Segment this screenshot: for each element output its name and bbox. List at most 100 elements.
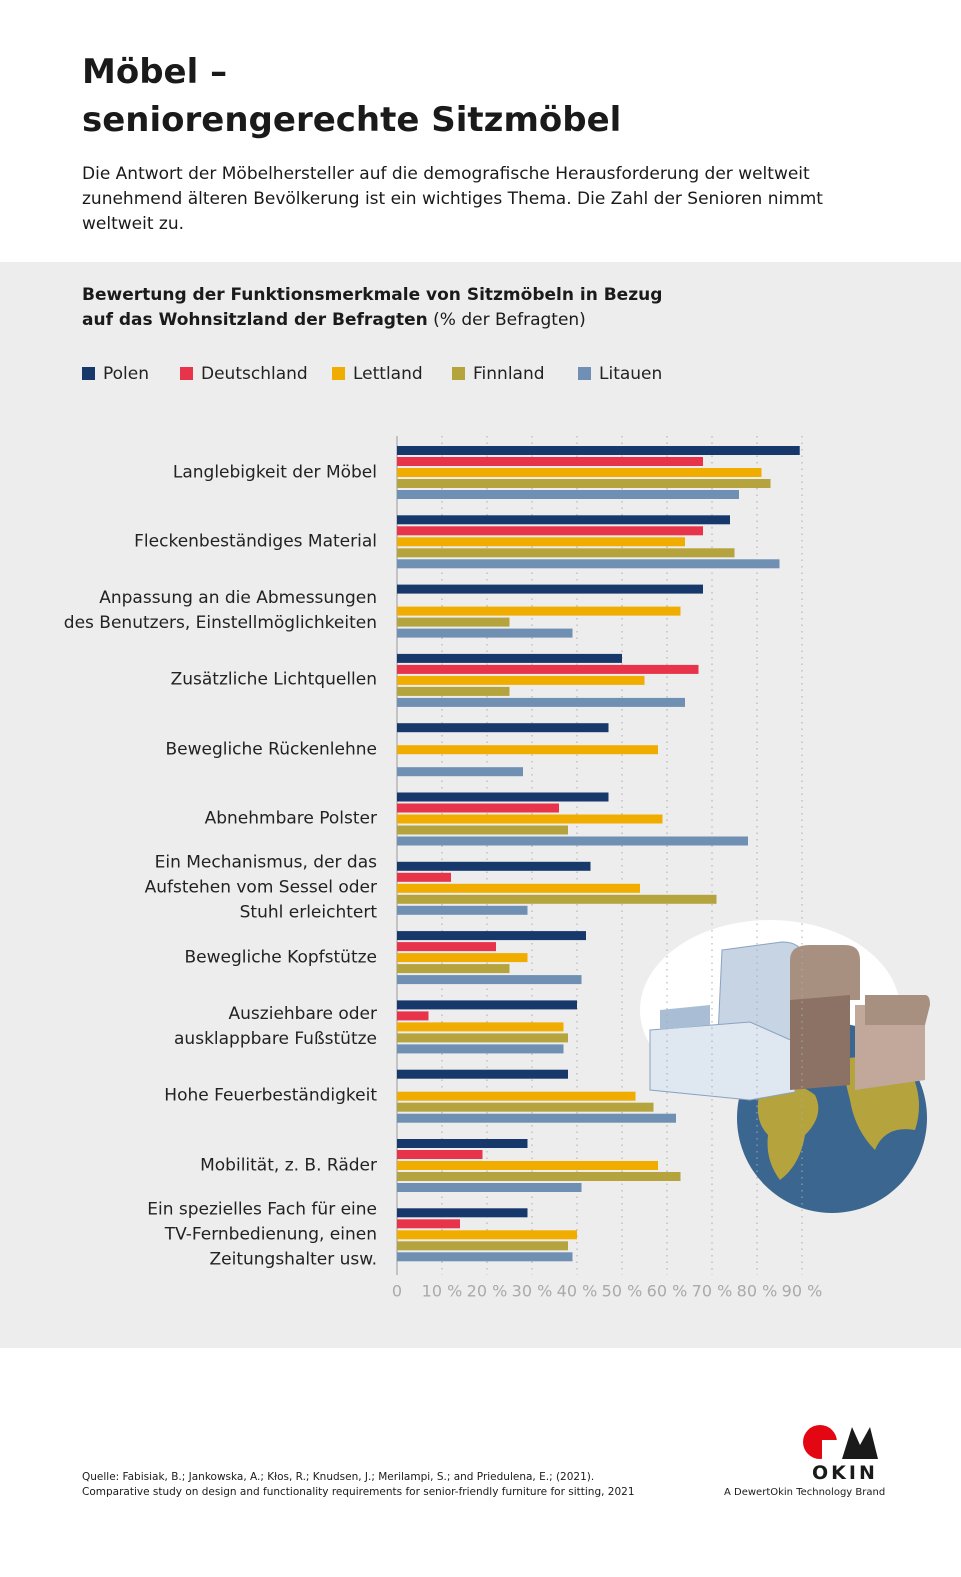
x-tick-label: 80 % [737, 1282, 778, 1301]
bar [397, 675, 645, 685]
category-label: Fleckenbeständiges Material [134, 531, 377, 552]
bar [397, 803, 559, 813]
category-label: Anpassung an die Abmessungen des Benutze… [63, 588, 377, 634]
bar [397, 548, 735, 558]
legend-label: Finnland [473, 364, 545, 384]
bar [397, 905, 528, 915]
unit-note: (% der Befragten) [433, 310, 586, 330]
bar [397, 457, 703, 466]
bar [397, 883, 640, 893]
legend-item: Finnland [452, 362, 545, 386]
category-label: Bewegliche Kopfstütze [184, 947, 377, 968]
bar [397, 723, 609, 733]
bar [397, 559, 780, 569]
legend-swatch [452, 367, 465, 380]
category-label: Ein Mechanismus, der das Aufstehen vom S… [144, 852, 377, 923]
chart-title: Bewertung der Funktionsmerkmale von Sitz… [82, 285, 663, 330]
x-tick-label: 10 % [422, 1282, 463, 1301]
source: Quelle: Fabisiak, B.; Jankowska, A.; Kło… [82, 1471, 635, 1498]
bar [397, 653, 622, 663]
intro-text: Die Antwort der Möbelhersteller auf die … [82, 164, 823, 234]
bar [397, 584, 703, 594]
legend-item: Lettland [332, 362, 423, 386]
category-label: Ein spezielles Fach für eine TV-Fernbedi… [147, 1199, 377, 1270]
bar [397, 1102, 654, 1112]
bar [397, 792, 609, 802]
bar [397, 767, 523, 777]
bar [397, 1091, 636, 1101]
legend-item: Deutschland [180, 362, 308, 386]
bar [397, 872, 451, 882]
bar [397, 1022, 564, 1032]
bar [397, 515, 730, 525]
bar [397, 697, 685, 707]
category-label: Bewegliche Rückenlehne [165, 739, 377, 760]
bar [397, 825, 568, 835]
bar [397, 931, 586, 941]
bar [397, 617, 510, 627]
category-label: Mobilität, z. B. Räder [200, 1155, 377, 1175]
bar [397, 490, 739, 499]
legend-swatch [578, 367, 591, 380]
illustration [640, 920, 930, 1213]
legend-item: Polen [82, 362, 149, 386]
category-label: Ausziehbare oder ausklappbare Fußstütze [174, 1003, 377, 1049]
legend-item: Litauen [578, 362, 662, 386]
legend-label: Litauen [599, 364, 663, 384]
bar [397, 894, 717, 904]
bar [397, 1252, 573, 1262]
logo-text: OKIN [812, 1462, 878, 1484]
bar [397, 1208, 528, 1218]
bar [397, 1033, 568, 1043]
x-tick-label: 20 % [467, 1282, 508, 1301]
bar [397, 1172, 681, 1181]
x-tick-label: 60 % [647, 1282, 688, 1301]
category-label: Hohe Feuerbeständigkeit [164, 1085, 377, 1106]
legend-swatch [332, 367, 345, 380]
x-tick-label: 30 % [512, 1282, 553, 1301]
bar [397, 861, 591, 871]
brand: A DewertOkin Technology Brand [724, 1487, 886, 1498]
category-label: Abnehmbare Polster [204, 808, 377, 829]
x-tick-label: 40 % [557, 1282, 598, 1301]
bar [397, 1150, 483, 1159]
bar [397, 1183, 582, 1192]
bar [397, 1139, 528, 1148]
legend-label: Polen [103, 364, 150, 384]
bar [397, 975, 582, 985]
bar [397, 686, 510, 696]
bar [397, 953, 528, 963]
x-tick-label: 50 % [602, 1282, 643, 1301]
bar [397, 1161, 658, 1170]
bar [397, 1241, 568, 1251]
x-tick-label: 0 [392, 1282, 402, 1301]
bar [397, 446, 800, 455]
legend-label: Deutschland [201, 364, 308, 384]
page-title: Möbel – seniorengerechte Sitzmöbel [82, 52, 622, 140]
bar [397, 606, 681, 616]
category-label: Zusätzliche Lichtquellen [170, 669, 377, 690]
bar [397, 1230, 577, 1240]
category-label: Langlebigkeit der Möbel [172, 462, 377, 482]
bar [397, 1000, 577, 1010]
chart-title-block: Bewertung der Funktionsmerkmale von Sitz… [82, 283, 662, 333]
bar [397, 526, 703, 536]
bar [397, 479, 771, 488]
legend-swatch [82, 367, 95, 380]
bar [397, 664, 699, 674]
bar [397, 836, 748, 846]
bar [397, 964, 510, 974]
bar [397, 537, 685, 547]
bar [397, 814, 663, 824]
x-tick-label: 90 % [782, 1282, 823, 1301]
legend-swatch [180, 367, 193, 380]
bar [397, 745, 658, 755]
bar [397, 1011, 429, 1021]
bar [397, 942, 496, 952]
bar [397, 1219, 460, 1229]
legend-label: Lettland [353, 364, 423, 384]
bar [397, 1069, 568, 1079]
bar [397, 1113, 676, 1123]
